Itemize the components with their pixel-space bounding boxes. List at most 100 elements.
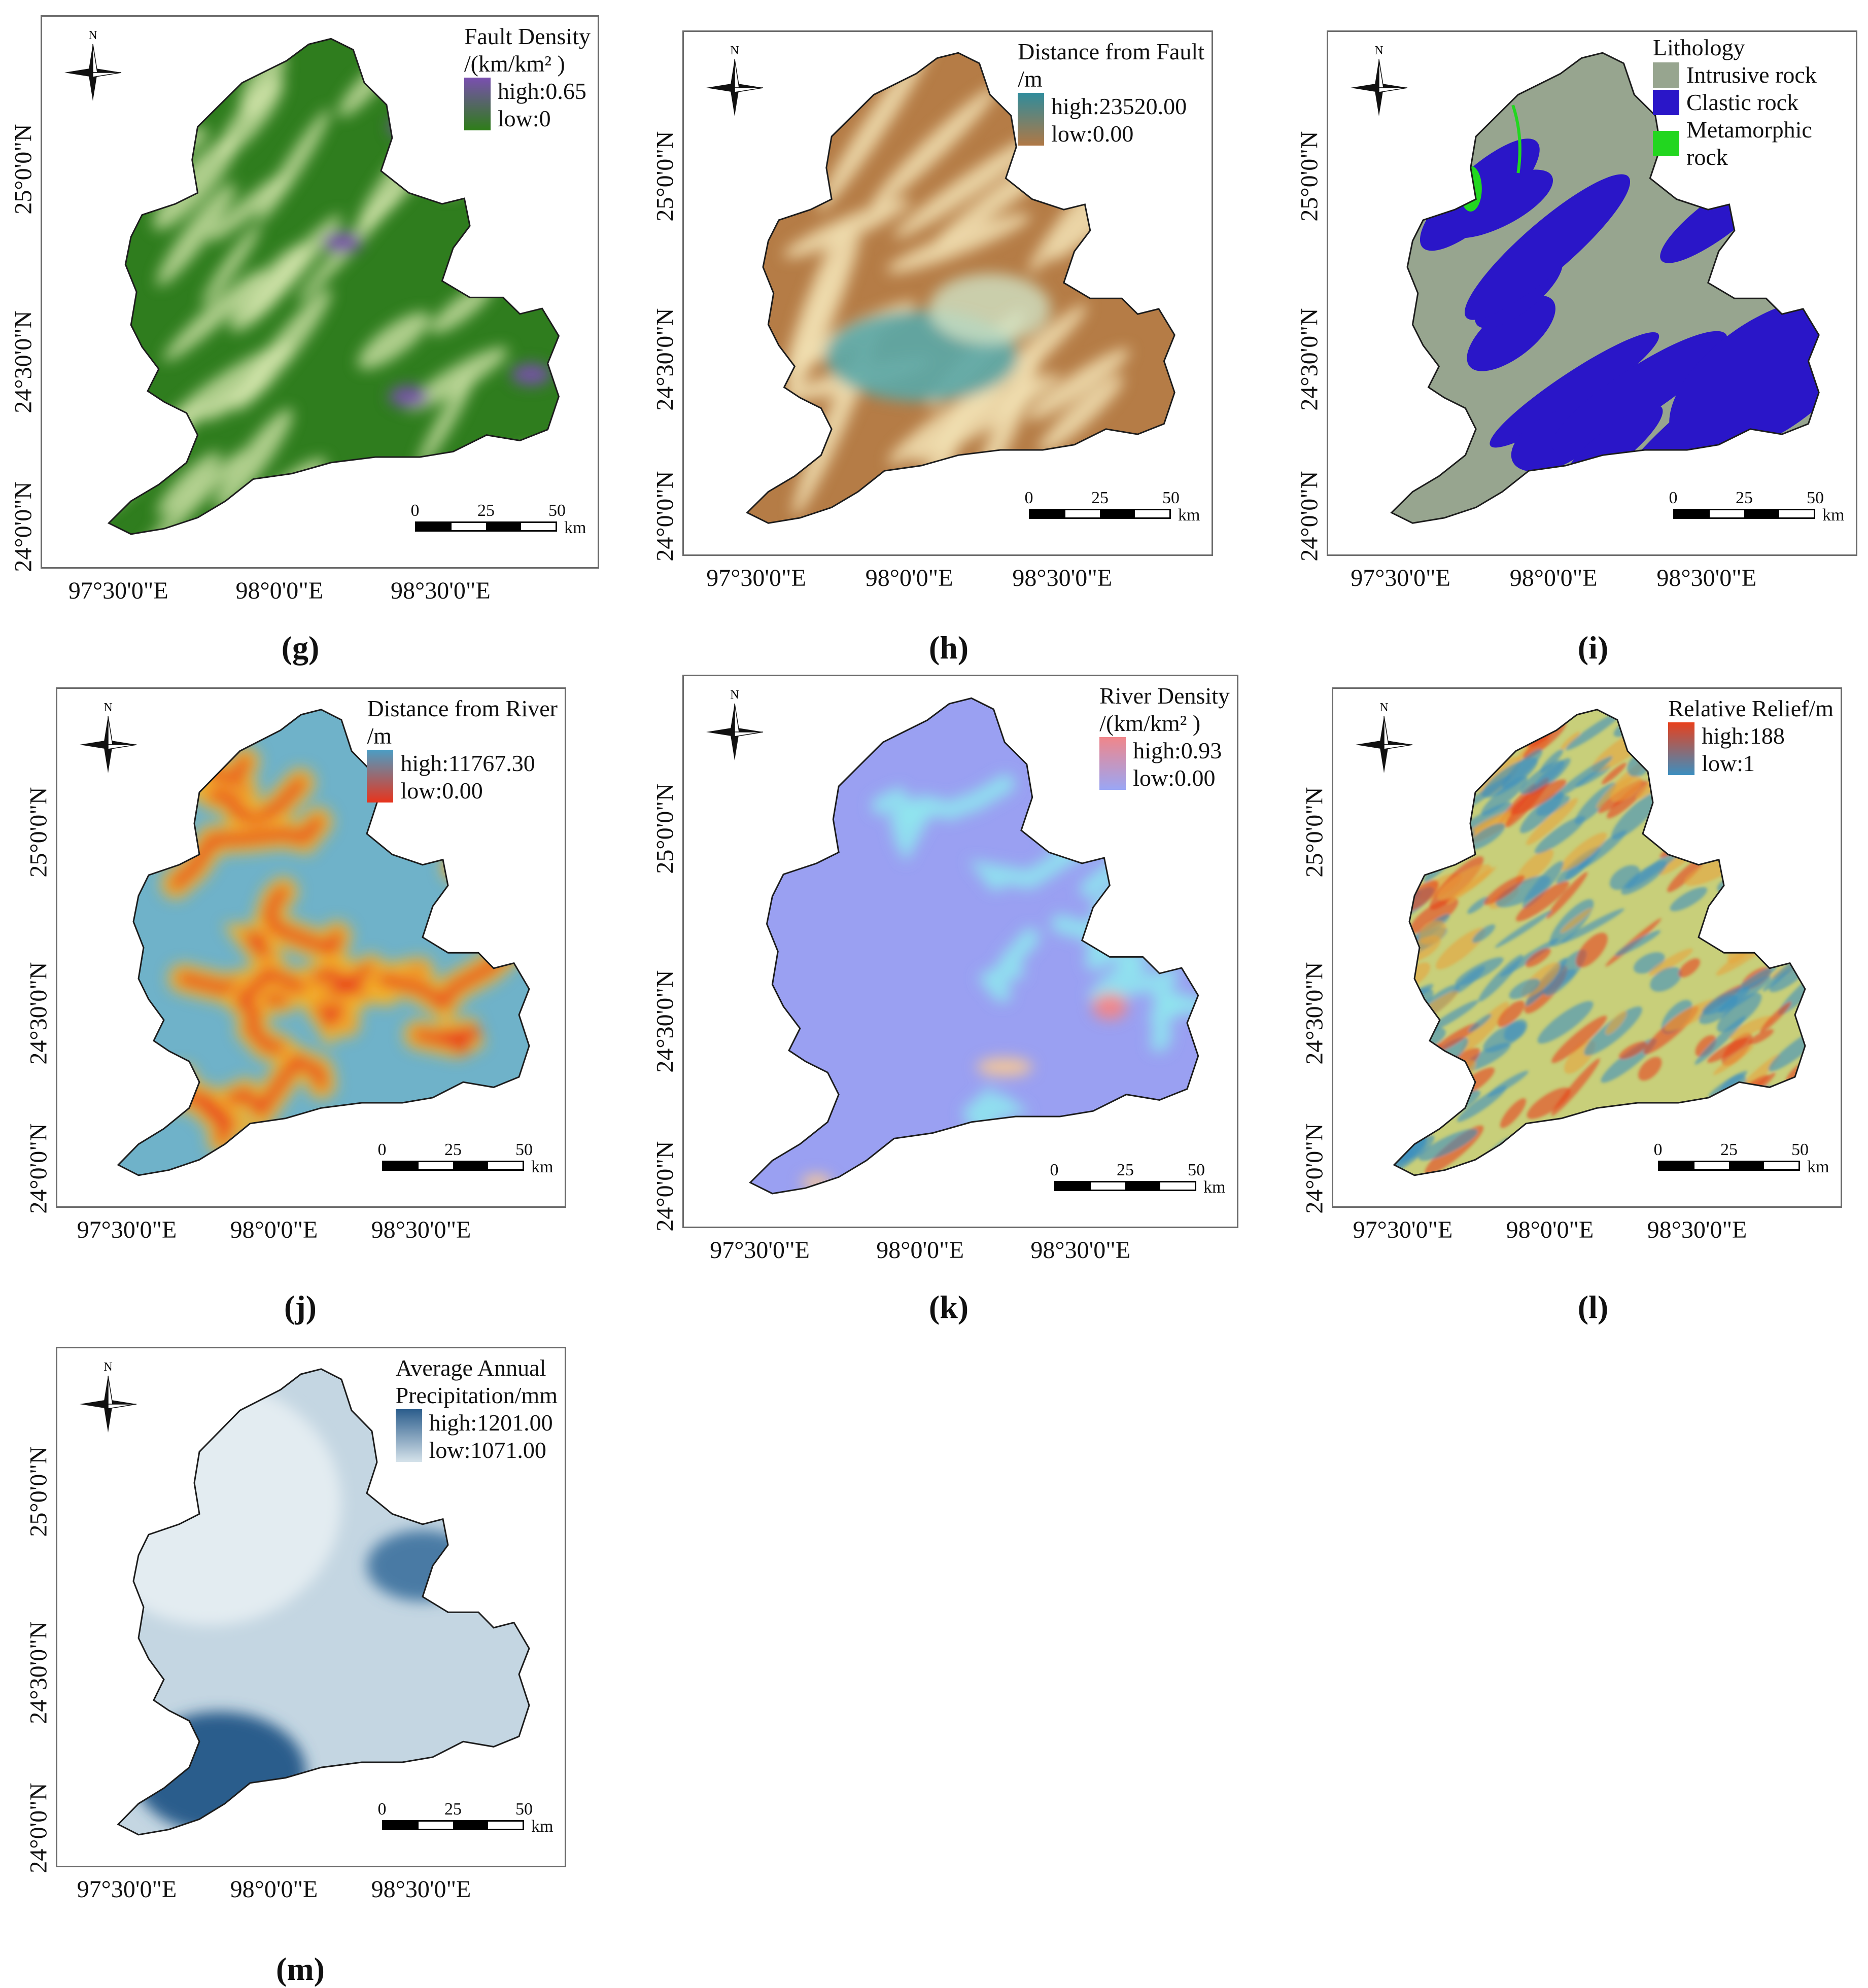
legend-title-line: Precipitation/mm: [395, 1382, 558, 1408]
map-frame-j: N Distance from River/m high:11767.30 low:0…: [56, 687, 566, 1208]
legend-j: Distance from River/m high:11767.30 low:0.…: [367, 695, 558, 805]
legend-gradient-swatch: [395, 1409, 422, 1462]
scale-unit: km: [531, 1158, 554, 1176]
latitude-label: 24°0'0"N: [651, 471, 679, 562]
latitude-label: 25°0'0"N: [1296, 131, 1323, 222]
legend-low-value: low:0.00: [400, 778, 483, 804]
legend-class-item: Clastic rock: [1653, 89, 1839, 116]
panel-label: (g): [281, 630, 320, 666]
legend-title-line: Relative Relief/m: [1668, 695, 1834, 721]
latitude-label: 25°0'0"N: [1301, 787, 1328, 878]
map-frame-i: N Lithology Intrusive rock Clastic rock Meta…: [1327, 30, 1857, 556]
longitude-label: 98°30'0"E: [1030, 1237, 1131, 1264]
map-raster-i: [1390, 52, 1820, 524]
scale-tick-label: 25: [1117, 1161, 1134, 1179]
scale-tick-label: 50: [1162, 489, 1180, 507]
legend-title-line: River Density: [1099, 683, 1230, 709]
legend-class-swatch: [1653, 90, 1679, 115]
legend-k: River Density/(km/km² ) high:0.93 low:0.00: [1099, 682, 1230, 792]
latitude-label: 25°0'0"N: [25, 1446, 52, 1537]
north-arrow-icon: N: [1351, 44, 1408, 116]
scale-tick-label: 25: [444, 1800, 462, 1819]
legend-class-swatch: [1653, 62, 1679, 88]
latitude-label: 24°30'0"N: [651, 308, 679, 411]
scale-tick-label: 25: [1091, 489, 1109, 507]
longitude-label: 97°30'0"E: [77, 1216, 177, 1243]
latitude-label: 24°0'0"N: [1301, 1123, 1328, 1214]
legend-high-value: high:11767.30: [400, 750, 535, 776]
legend-i: Lithology Intrusive rock Clastic rock Metam…: [1653, 34, 1839, 171]
longitude-label: 98°0'0"E: [865, 565, 953, 591]
scale-tick-label: 50: [1791, 1140, 1809, 1159]
scale-bar-segments: [1054, 1181, 1196, 1191]
legend-title-line: Distance from Fault: [1018, 39, 1204, 64]
latitude-label: 24°30'0"N: [25, 962, 52, 1065]
legend-title-line: /(km/km² ): [1099, 710, 1201, 736]
longitude-label: 98°0'0"E: [230, 1216, 318, 1243]
scale-unit: km: [564, 518, 586, 537]
legend-high-value: high:188: [1702, 723, 1785, 749]
scale-unit: km: [1203, 1178, 1226, 1197]
longitude-label: 98°0'0"E: [230, 1876, 318, 1903]
scale-tick-label: 0: [377, 1140, 387, 1159]
scale-bar-segments: [382, 1820, 524, 1830]
map-raster-h: [746, 52, 1175, 524]
scale-bar: 0 25 50 km: [378, 1140, 554, 1176]
scale-bar: 0 25 50 km: [1654, 1140, 1829, 1176]
latitude-label: 24°30'0"N: [25, 1621, 52, 1724]
latitude-label: 24°0'0"N: [1296, 471, 1323, 562]
scale-bar: 0 25 50 km: [411, 501, 586, 537]
north-letter: N: [730, 688, 739, 702]
latitude-label: 24°30'0"N: [10, 310, 37, 413]
longitude-label: 98°0'0"E: [1506, 1216, 1594, 1243]
scale-unit: km: [1807, 1158, 1829, 1176]
legend-g: Fault Density/(km/km² ) high:0.65 low:0: [464, 23, 591, 132]
longitude-label: 98°0'0"E: [235, 577, 324, 604]
scale-bar-segments: [1673, 509, 1815, 519]
legend-high-value: high:23520.00: [1051, 93, 1187, 119]
north-arrow-icon: N: [64, 29, 122, 101]
scale-tick-label: 25: [1736, 489, 1753, 507]
scale-bar: 0 25 50 km: [1669, 489, 1845, 525]
latitude-label: 24°30'0"N: [1301, 962, 1328, 1065]
map-frame-m: N Average Annual Precipitation/mm high:1201…: [56, 1347, 566, 1867]
legend-l: Relative Relief/m high:188 low:1: [1668, 695, 1834, 777]
north-letter: N: [103, 1361, 112, 1374]
map-frame-g: N Fault Density/(km/km² ) high:0.65 low:0 0 2…: [41, 15, 599, 569]
scale-tick-label: 0: [410, 501, 420, 520]
scale-tick-label: 50: [1188, 1161, 1205, 1179]
legend-class-item: Metamorphic rock: [1653, 116, 1839, 171]
longitude-label: 97°30'0"E: [77, 1876, 177, 1903]
north-letter: N: [730, 44, 739, 57]
legend-gradient-swatch: [1668, 722, 1695, 775]
panel-label: (i): [1577, 630, 1609, 666]
north-letter: N: [1379, 701, 1388, 714]
map-raster-l: [1393, 709, 1806, 1176]
longitude-label: 98°0'0"E: [1509, 565, 1598, 591]
latitude-label: 25°0'0"N: [10, 124, 37, 215]
legend-low-value: low:1071.00: [429, 1437, 546, 1463]
legend-high-value: high:0.93: [1133, 738, 1222, 763]
north-arrow-icon: N: [80, 701, 137, 773]
scale-tick-label: 0: [1024, 489, 1033, 507]
scale-unit: km: [531, 1817, 554, 1836]
longitude-label: 98°30'0"E: [1012, 565, 1113, 591]
north-arrow-icon: N: [80, 1361, 137, 1433]
latitude-label: 25°0'0"N: [25, 787, 52, 878]
latitude-label: 25°0'0"N: [651, 783, 679, 874]
longitude-label: 98°30'0"E: [1647, 1216, 1747, 1243]
latitude-label: 25°0'0"N: [651, 131, 679, 222]
longitude-label: 98°30'0"E: [1656, 565, 1757, 591]
legend-h: Distance from Fault/m high:23520.00 low:0.…: [1018, 38, 1204, 148]
longitude-label: 97°30'0"E: [68, 577, 168, 604]
scale-tick-label: 25: [444, 1140, 462, 1159]
scale-tick-label: 50: [1807, 489, 1824, 507]
latitude-label: 24°30'0"N: [1296, 308, 1323, 411]
scale-bar: 0 25 50 km: [1025, 489, 1200, 525]
latitude-label: 24°0'0"N: [10, 481, 37, 572]
scale-bar-segments: [1029, 509, 1171, 519]
scale-bar: 0 25 50 km: [378, 1800, 554, 1836]
longitude-label: 98°30'0"E: [391, 577, 491, 604]
scale-tick-label: 0: [1669, 489, 1678, 507]
north-arrow-icon: N: [706, 688, 764, 760]
